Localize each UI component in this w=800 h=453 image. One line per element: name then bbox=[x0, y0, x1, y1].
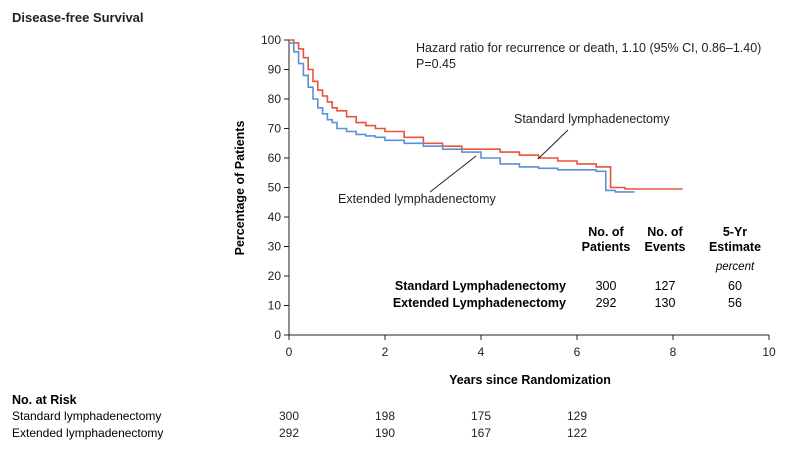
at-risk-row-label: Extended lymphadenectomy bbox=[12, 426, 163, 440]
leader-line-standard bbox=[537, 129, 569, 160]
y-tick-label: 20 bbox=[268, 269, 282, 283]
at-risk-row-label: Standard lymphadenectomy bbox=[12, 409, 161, 423]
at-risk-value: 300 bbox=[279, 409, 299, 423]
summary-header-estimate-2: Estimate bbox=[709, 240, 761, 254]
y-tick-label: 60 bbox=[268, 151, 282, 165]
summary-cell: 127 bbox=[655, 279, 676, 293]
p-value-text: P=0.45 bbox=[416, 57, 456, 71]
survival-curves bbox=[289, 39, 683, 193]
x-tick-label: 10 bbox=[762, 345, 776, 359]
at-risk-table: No. at Risk Standard lymphadenectomy Ext… bbox=[12, 393, 587, 440]
summary-cell: 56 bbox=[728, 296, 742, 310]
leader-line-extended bbox=[429, 155, 477, 193]
summary-cell: 60 bbox=[728, 279, 742, 293]
x-tick-label: 6 bbox=[574, 345, 581, 359]
series-label-extended: Extended lymphadenectomy bbox=[338, 192, 496, 206]
summary-header-estimate-1: 5-Yr bbox=[723, 225, 747, 239]
x-tick-label: 2 bbox=[382, 345, 389, 359]
summary-unit: percent bbox=[715, 261, 755, 273]
y-tick-label: 10 bbox=[268, 299, 282, 313]
chart-title: Disease-free Survival bbox=[12, 10, 144, 25]
summary-cell: 130 bbox=[655, 296, 676, 310]
y-tick-label: 100 bbox=[261, 33, 281, 47]
summary-header-patients-1: No. of bbox=[588, 225, 624, 239]
at-risk-value: 129 bbox=[567, 409, 587, 423]
y-tick-label: 50 bbox=[268, 181, 282, 195]
hazard-ratio-text: Hazard ratio for recurrence or death, 1.… bbox=[416, 41, 761, 55]
x-tick-label: 0 bbox=[286, 345, 293, 359]
summary-header-patients-2: Patients bbox=[582, 240, 631, 254]
at-risk-value: 292 bbox=[279, 426, 299, 440]
summary-row-label: Standard Lymphadenectomy bbox=[395, 279, 566, 293]
y-tick-label: 80 bbox=[268, 92, 282, 106]
y-tick-label: 40 bbox=[268, 210, 282, 224]
summary-header-events-1: No. of bbox=[647, 225, 683, 239]
summary-header-events-2: Events bbox=[645, 240, 686, 254]
series-label-standard: Standard lymphadenectomy bbox=[514, 112, 670, 126]
y-tick-label: 0 bbox=[274, 328, 281, 342]
y-axis-label: Percentage of Patients bbox=[233, 121, 247, 256]
series-line-extended bbox=[289, 42, 635, 193]
x-tick-label: 8 bbox=[670, 345, 677, 359]
x-tick-label: 4 bbox=[478, 345, 485, 359]
at-risk-value: 175 bbox=[471, 409, 491, 423]
at-risk-value: 167 bbox=[471, 426, 491, 440]
summary-row-label: Extended Lymphadenectomy bbox=[393, 296, 566, 310]
at-risk-title: No. at Risk bbox=[12, 393, 77, 407]
axes: 0 10 20 30 40 50 60 70 80 90 100 0 2 4 6 8 10 bbox=[261, 33, 776, 359]
at-risk-value: 190 bbox=[375, 426, 395, 440]
summary-cell: 292 bbox=[596, 296, 617, 310]
summary-cell: 300 bbox=[596, 279, 617, 293]
y-tick-label: 30 bbox=[268, 240, 282, 254]
x-axis-label: Years since Randomization bbox=[449, 373, 611, 387]
series-line-standard bbox=[289, 39, 683, 190]
at-risk-value: 198 bbox=[375, 409, 395, 423]
summary-table: No. of Patients No. of Events 5-Yr Estim… bbox=[393, 225, 761, 310]
at-risk-value: 122 bbox=[567, 426, 587, 440]
y-tick-label: 70 bbox=[268, 122, 282, 136]
y-tick-label: 90 bbox=[268, 63, 282, 77]
